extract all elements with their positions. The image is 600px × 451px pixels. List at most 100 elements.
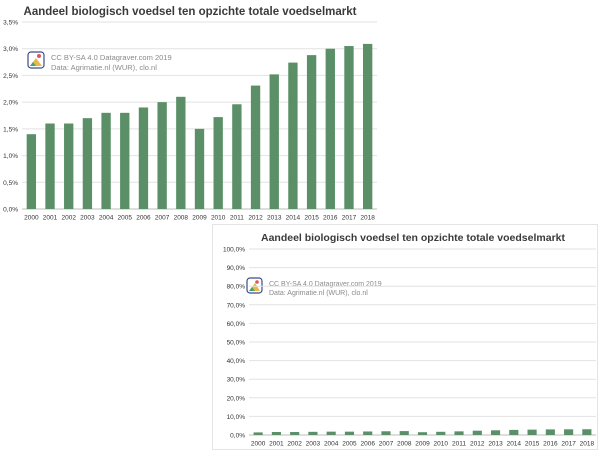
y-tick-label: 80,0% <box>227 284 246 291</box>
bar-2013 <box>269 74 279 209</box>
x-tick-label: 2009 <box>415 441 430 448</box>
chart-title: Aandeel biologisch voedsel ten opzichte … <box>24 6 357 18</box>
x-tick-label: 2013 <box>267 215 282 222</box>
y-tick-label: 3,0% <box>3 46 18 53</box>
bar-2015 <box>527 429 537 435</box>
bar-2016 <box>545 429 555 435</box>
bar-2004 <box>326 431 336 435</box>
y-tick-label: 0,0% <box>3 207 18 214</box>
x-tick-label: 2003 <box>306 441 321 448</box>
datagraver-logo-icon <box>27 51 45 69</box>
bar-2012 <box>250 85 261 209</box>
bar-2007 <box>381 431 391 435</box>
credit-license: CC BY-SA 4.0 Datagraver.com 2019 <box>51 53 172 62</box>
y-tick-label: 60,0% <box>227 321 246 328</box>
bar-2014 <box>509 429 519 435</box>
x-tick-label: 2002 <box>287 441 302 448</box>
bar-2002 <box>64 123 74 209</box>
bar-2001 <box>45 123 55 209</box>
y-tick-label: 30,0% <box>227 377 246 384</box>
y-tick-label: 2,0% <box>3 100 18 107</box>
x-tick-label: 2011 <box>230 215 244 222</box>
bar-2008 <box>176 96 186 209</box>
y-tick-label: 10,0% <box>227 414 246 421</box>
x-tick-label: 2004 <box>99 215 114 222</box>
x-tick-label: 2008 <box>174 215 189 222</box>
x-tick-label: 2016 <box>543 441 558 448</box>
bar-2018 <box>362 43 373 209</box>
credit-source: Data: Agrimatie.nl (WUR), clo.nl <box>269 290 368 297</box>
x-tick-label: 2001 <box>269 441 284 448</box>
x-tick-label: 2018 <box>360 215 375 222</box>
x-tick-label: 2006 <box>136 215 151 222</box>
x-tick-label: 2001 <box>43 215 58 222</box>
bar-2005 <box>120 112 130 209</box>
x-tick-label: 2011 <box>452 441 466 448</box>
x-tick-label: 2004 <box>324 441 339 448</box>
x-tick-label: 2008 <box>397 441 412 448</box>
y-tick-label: 100,0% <box>223 247 245 254</box>
bar-chart-full-scale: Aandeel biologisch voedsel ten opzichte … <box>3 6 377 222</box>
chart-panel-full-scale: Aandeel biologisch voedsel ten opzichte … <box>0 0 380 226</box>
bar-2006 <box>363 431 373 435</box>
credit-source: Data: Agrimatie.nl (WUR), clo.nl <box>51 63 157 72</box>
x-tick-label: 2010 <box>211 215 226 222</box>
y-tick-label: 1,5% <box>3 126 18 133</box>
y-tick-label: 3,5% <box>3 20 18 27</box>
bar-2004 <box>101 112 111 209</box>
x-tick-label: 2016 <box>323 215 338 222</box>
y-tick-label: 70,0% <box>227 302 246 309</box>
x-tick-label: 2012 <box>470 441 485 448</box>
chart-panel-zoomed-out: Aandeel biologisch voedsel ten opzichte … <box>212 224 598 450</box>
y-tick-label: 90,0% <box>227 265 246 272</box>
bar-2007 <box>157 102 167 209</box>
bar-2015 <box>306 55 317 209</box>
x-tick-label: 2006 <box>360 441 375 448</box>
x-tick-label: 2012 <box>248 215 263 222</box>
x-tick-label: 2002 <box>61 215 76 222</box>
bar-2002 <box>290 432 300 435</box>
x-tick-label: 2000 <box>24 215 39 222</box>
bar-2017 <box>564 429 574 435</box>
credit-license: CC BY-SA 4.0 Datagraver.com 2019 <box>269 281 382 288</box>
x-tick-label: 2013 <box>488 441 503 448</box>
x-tick-label: 2005 <box>342 441 357 448</box>
y-tick-label: 20,0% <box>227 395 246 402</box>
bar-2010 <box>213 117 223 209</box>
datagraver-logo-icon <box>246 277 263 294</box>
bar-2011 <box>454 431 464 435</box>
x-tick-label: 2015 <box>304 215 319 222</box>
x-tick-label: 2017 <box>342 215 357 222</box>
x-tick-label: 2007 <box>379 441 394 448</box>
y-tick-label: 40,0% <box>227 358 246 365</box>
bar-2018 <box>582 429 592 435</box>
x-tick-label: 2009 <box>192 215 207 222</box>
chart-title: Aandeel biologisch voedsel ten opzichte … <box>261 232 565 244</box>
bar-2009 <box>194 128 205 209</box>
x-tick-label: 2018 <box>580 441 595 448</box>
bar-2006 <box>138 107 149 209</box>
bar-2000 <box>26 134 37 209</box>
bar-2003 <box>308 431 318 435</box>
bar-2011 <box>232 104 242 209</box>
bar-2013 <box>490 430 501 435</box>
x-tick-label: 2014 <box>286 215 301 222</box>
x-tick-label: 2003 <box>80 215 95 222</box>
bar-2008 <box>399 431 409 435</box>
bar-2000 <box>253 432 263 435</box>
bar-2014 <box>288 62 298 209</box>
y-tick-label: 2,5% <box>3 73 18 80</box>
bar-2016 <box>325 48 335 209</box>
y-tick-label: 0,0% <box>230 433 245 440</box>
x-tick-label: 2015 <box>525 441 540 448</box>
x-tick-label: 2005 <box>118 215 133 222</box>
y-tick-label: 1,0% <box>3 153 18 160</box>
x-tick-label: 2014 <box>507 441 522 448</box>
x-tick-label: 2017 <box>561 441 576 448</box>
bar-2017 <box>344 46 354 209</box>
bar-2001 <box>271 432 281 435</box>
bar-2012 <box>472 430 482 435</box>
x-tick-label: 2000 <box>251 441 266 448</box>
x-tick-label: 2007 <box>155 215 170 222</box>
bar-2003 <box>82 118 93 209</box>
